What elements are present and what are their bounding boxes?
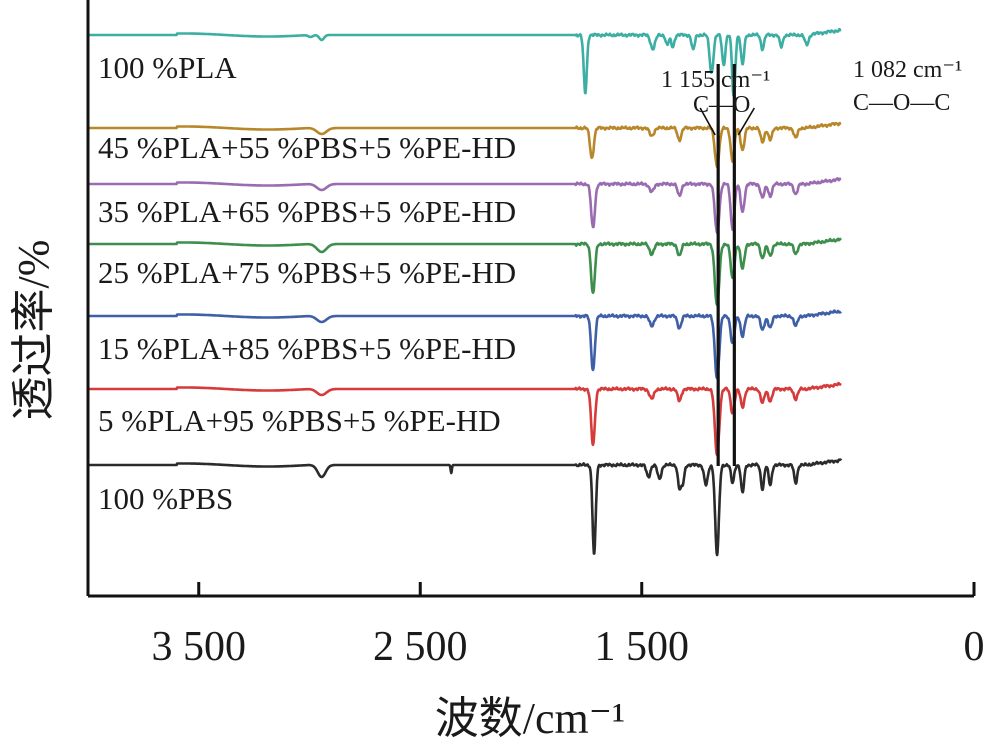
chart-axes: 3 500 2 500 1 500 0 波数/cm⁻¹ 透过率/% bbox=[9, 0, 985, 743]
series-line-7 bbox=[87, 458, 843, 557]
series-labels: 100 %PLA 45 %PLA+55 %PBS+5 %PE-HD 35 %PLA+… bbox=[98, 50, 516, 516]
x-tick-label-1: 3 500 bbox=[152, 624, 247, 670]
annotation-leader-2 bbox=[737, 107, 756, 136]
annotation-label-1: 1 155 cm⁻¹ bbox=[661, 67, 770, 93]
spectrum-curves bbox=[87, 27, 843, 557]
series-line-6 bbox=[87, 381, 842, 457]
x-axis-title: 波数/cm⁻¹ bbox=[435, 694, 625, 743]
series-label-2: 45 %PLA+55 %PBS+5 %PE-HD bbox=[98, 130, 516, 165]
series-line-1 bbox=[87, 27, 842, 98]
annotation-label-2: 1 082 cm⁻¹ bbox=[853, 57, 962, 83]
series-line-4 bbox=[87, 237, 843, 307]
series-label-4: 25 %PLA+75 %PBS+5 %PE-HD bbox=[98, 255, 516, 290]
series-label-7: 100 %PBS bbox=[98, 481, 233, 516]
x-tick-label-4: 0 bbox=[964, 624, 985, 670]
series-label-5: 15 %PLA+85 %PBS+5 %PE-HD bbox=[98, 331, 516, 366]
annotation-group-2: C—O—C bbox=[853, 90, 950, 116]
x-tick-label-2: 2 500 bbox=[373, 624, 468, 670]
y-axis-title: 透过率/% bbox=[9, 240, 58, 421]
peak-annotations: 1 155 cm⁻¹C—O 1 082 cm⁻¹ C—O—C bbox=[661, 57, 962, 466]
series-label-3: 35 %PLA+65 %PBS+5 %PE-HD bbox=[98, 194, 516, 229]
series-line-2 bbox=[87, 121, 842, 169]
annotation-group-1: C—O bbox=[693, 92, 750, 118]
series-line-5 bbox=[87, 309, 843, 380]
series-label-1: 100 %PLA bbox=[98, 50, 237, 85]
annotation-leader-1 bbox=[699, 107, 716, 136]
x-tick-label-3: 1 500 bbox=[595, 624, 690, 670]
series-line-3 bbox=[87, 177, 842, 234]
series-label-6: 5 %PLA+95 %PBS+5 %PE-HD bbox=[98, 403, 501, 438]
